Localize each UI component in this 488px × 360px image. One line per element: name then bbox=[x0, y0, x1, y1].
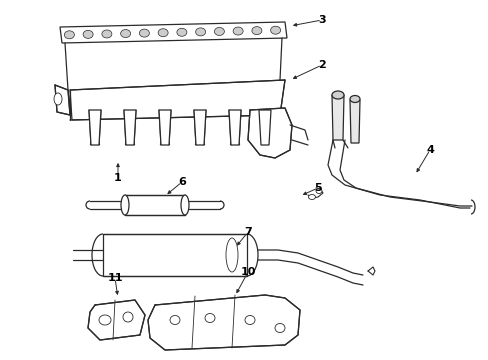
Ellipse shape bbox=[121, 195, 129, 215]
Ellipse shape bbox=[270, 26, 280, 34]
Ellipse shape bbox=[315, 189, 321, 194]
Ellipse shape bbox=[181, 195, 189, 215]
Ellipse shape bbox=[308, 194, 315, 199]
Ellipse shape bbox=[64, 31, 74, 39]
Text: 6: 6 bbox=[178, 177, 185, 187]
Text: 2: 2 bbox=[318, 60, 325, 70]
Polygon shape bbox=[70, 80, 285, 120]
Polygon shape bbox=[124, 110, 136, 145]
Ellipse shape bbox=[139, 29, 149, 37]
Polygon shape bbox=[60, 22, 286, 43]
Ellipse shape bbox=[274, 324, 285, 333]
Text: 10: 10 bbox=[240, 267, 255, 277]
Ellipse shape bbox=[83, 30, 93, 39]
Text: 7: 7 bbox=[244, 227, 251, 237]
Ellipse shape bbox=[99, 315, 111, 325]
Text: 3: 3 bbox=[318, 15, 325, 25]
Ellipse shape bbox=[233, 27, 243, 35]
Ellipse shape bbox=[251, 27, 262, 35]
Polygon shape bbox=[103, 234, 246, 276]
Ellipse shape bbox=[349, 95, 359, 103]
Ellipse shape bbox=[331, 91, 343, 99]
Text: 4: 4 bbox=[425, 145, 433, 155]
Polygon shape bbox=[228, 110, 241, 145]
Ellipse shape bbox=[244, 315, 254, 324]
Polygon shape bbox=[89, 110, 101, 145]
Ellipse shape bbox=[123, 312, 133, 322]
Ellipse shape bbox=[214, 27, 224, 35]
Text: 1: 1 bbox=[114, 173, 122, 183]
Polygon shape bbox=[331, 95, 343, 140]
Polygon shape bbox=[148, 295, 299, 350]
Ellipse shape bbox=[195, 28, 205, 36]
Ellipse shape bbox=[225, 238, 238, 272]
Text: 5: 5 bbox=[314, 183, 321, 193]
Polygon shape bbox=[247, 108, 291, 158]
Polygon shape bbox=[349, 100, 359, 143]
Ellipse shape bbox=[54, 93, 62, 105]
Polygon shape bbox=[259, 110, 270, 145]
Ellipse shape bbox=[177, 28, 186, 36]
Ellipse shape bbox=[121, 30, 130, 37]
Ellipse shape bbox=[170, 315, 180, 324]
Polygon shape bbox=[159, 110, 171, 145]
Ellipse shape bbox=[102, 30, 112, 38]
Polygon shape bbox=[55, 85, 70, 115]
Ellipse shape bbox=[204, 314, 215, 323]
Text: 11: 11 bbox=[107, 273, 122, 283]
Polygon shape bbox=[88, 300, 145, 340]
Ellipse shape bbox=[158, 29, 168, 37]
Polygon shape bbox=[194, 110, 205, 145]
Polygon shape bbox=[125, 195, 184, 215]
